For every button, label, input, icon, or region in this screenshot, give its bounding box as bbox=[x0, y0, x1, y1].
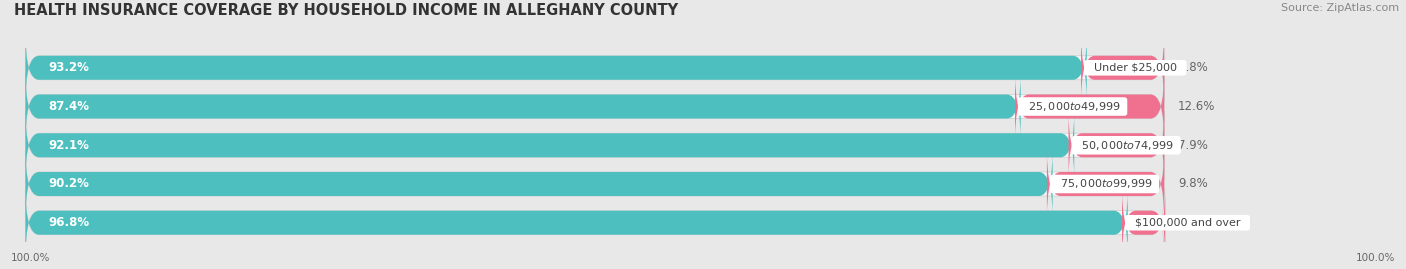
FancyBboxPatch shape bbox=[25, 72, 1021, 141]
Text: 100.0%: 100.0% bbox=[11, 253, 51, 263]
Text: $75,000 to $99,999: $75,000 to $99,999 bbox=[1053, 178, 1156, 190]
FancyBboxPatch shape bbox=[1069, 111, 1164, 180]
Text: $50,000 to $74,999: $50,000 to $74,999 bbox=[1074, 139, 1178, 152]
Text: 6.8%: 6.8% bbox=[1178, 61, 1208, 74]
FancyBboxPatch shape bbox=[1047, 150, 1164, 218]
FancyBboxPatch shape bbox=[1081, 33, 1164, 102]
Text: 12.6%: 12.6% bbox=[1178, 100, 1215, 113]
Text: 100.0%: 100.0% bbox=[1355, 253, 1395, 263]
FancyBboxPatch shape bbox=[1015, 72, 1164, 141]
Text: Source: ZipAtlas.com: Source: ZipAtlas.com bbox=[1281, 3, 1399, 13]
FancyBboxPatch shape bbox=[25, 111, 1164, 180]
Text: 7.9%: 7.9% bbox=[1178, 139, 1208, 152]
FancyBboxPatch shape bbox=[25, 33, 1164, 102]
FancyBboxPatch shape bbox=[25, 150, 1164, 218]
Text: HEALTH INSURANCE COVERAGE BY HOUSEHOLD INCOME IN ALLEGHANY COUNTY: HEALTH INSURANCE COVERAGE BY HOUSEHOLD I… bbox=[14, 3, 678, 18]
Text: 96.8%: 96.8% bbox=[48, 216, 90, 229]
Text: 9.8%: 9.8% bbox=[1178, 178, 1208, 190]
FancyBboxPatch shape bbox=[25, 188, 1128, 257]
Text: 3.3%: 3.3% bbox=[1180, 216, 1209, 229]
Text: Under $25,000: Under $25,000 bbox=[1087, 63, 1184, 73]
FancyBboxPatch shape bbox=[25, 33, 1087, 102]
Text: 87.4%: 87.4% bbox=[48, 100, 89, 113]
Text: $25,000 to $49,999: $25,000 to $49,999 bbox=[1021, 100, 1125, 113]
FancyBboxPatch shape bbox=[25, 188, 1164, 257]
Text: 90.2%: 90.2% bbox=[48, 178, 89, 190]
FancyBboxPatch shape bbox=[25, 111, 1074, 180]
Text: 92.1%: 92.1% bbox=[48, 139, 89, 152]
FancyBboxPatch shape bbox=[25, 72, 1164, 141]
Text: 93.2%: 93.2% bbox=[48, 61, 89, 74]
FancyBboxPatch shape bbox=[25, 150, 1053, 218]
FancyBboxPatch shape bbox=[1122, 188, 1166, 257]
Text: $100,000 and over: $100,000 and over bbox=[1128, 218, 1247, 228]
